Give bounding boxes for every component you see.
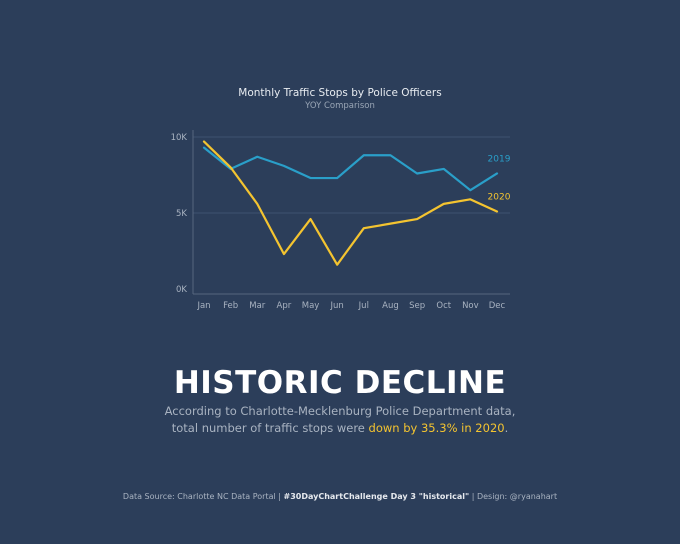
- description-suffix: .: [504, 421, 509, 435]
- footer-separator-1: |: [275, 492, 284, 501]
- x-tick-label: Aug: [382, 301, 399, 311]
- line-chart: 10K 5K 0K Jan Feb Mar Apr May Jun Jul Aug Sep Oct Nov…: [171, 130, 511, 311]
- description: According to Charlotte-Mecklenburg Polic…: [0, 403, 680, 437]
- y-tick-label: 5K: [176, 209, 187, 219]
- footer-separator-2: |: [469, 492, 477, 501]
- x-tick-label: Dec: [489, 301, 506, 311]
- series-label-2020: 2020: [488, 192, 511, 202]
- x-tick-label: Apr: [277, 301, 292, 311]
- series-line-2020: [202, 140, 499, 266]
- x-tick-label: Jun: [330, 301, 344, 311]
- y-tick-label: 10K: [171, 133, 188, 143]
- footer-design: Design: @ryanahart: [476, 492, 558, 501]
- y-tick-label: 0K: [176, 285, 187, 295]
- x-tick-label: Oct: [436, 301, 451, 311]
- description-highlight: down by 35.3% in 2020: [368, 421, 505, 435]
- x-tick-label: Jul: [358, 301, 369, 311]
- chart-subtitle: YOY Comparison: [305, 101, 375, 111]
- x-tick-label: Nov: [462, 301, 479, 311]
- x-tick-label: Feb: [223, 301, 238, 311]
- footer-challenge: #30DayChartChallenge Day 3 "historical": [283, 492, 470, 501]
- footer: Data Source: Charlotte NC Data Portal | …: [0, 492, 680, 501]
- footer-source: Data Source: Charlotte NC Data Portal: [122, 492, 276, 501]
- headline: HISTORIC DECLINE: [173, 365, 507, 401]
- description-line-1: According to Charlotte-Mecklenburg Polic…: [164, 404, 516, 418]
- series-label-2019: 2019: [488, 154, 511, 164]
- chart-title: Monthly Traffic Stops by Police Officers: [238, 87, 442, 99]
- x-tick-label: Jan: [196, 301, 210, 311]
- x-tick-label: Mar: [249, 301, 266, 311]
- x-tick-label: Sep: [409, 301, 425, 311]
- x-tick-label: May: [302, 301, 320, 311]
- description-prefix: total number of traffic stops were: [171, 421, 369, 435]
- series-line-2019: [202, 146, 499, 192]
- description-line-2: total number of traffic stops were down …: [0, 420, 680, 437]
